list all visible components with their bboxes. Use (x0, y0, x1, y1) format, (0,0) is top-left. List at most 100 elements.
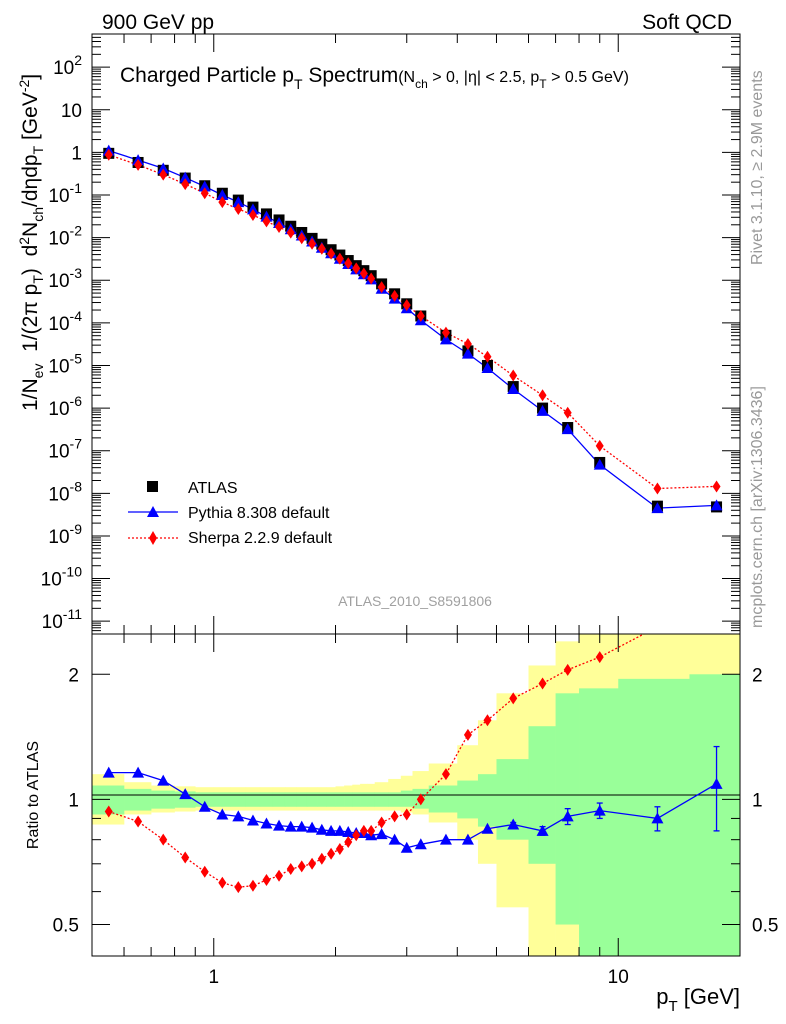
y-tick-label-base: 10 (48, 356, 69, 377)
sherpa-point (441, 326, 450, 339)
ratio-pythia-point (325, 824, 338, 836)
ratio-frame (91, 633, 741, 957)
y-tick-label-base: 10 (48, 314, 69, 335)
ratio-sherpa-point (234, 881, 243, 894)
sherpa-point (538, 389, 547, 402)
ratio-pythia-point (461, 833, 474, 845)
y-tick-label-base: 10 (48, 229, 69, 250)
pythia-point (481, 362, 494, 374)
ratio-pythia-point (179, 788, 192, 800)
sherpa-point (286, 226, 295, 239)
sherpa-point (327, 247, 336, 260)
sherpa-point (317, 242, 326, 255)
inner-band-bin (284, 792, 297, 807)
ratio-pythia-point (132, 766, 145, 778)
ratio-sherpa-point (297, 860, 306, 873)
ratio-sherpa-point (359, 824, 368, 837)
inner-band-bin (477, 774, 497, 827)
ratio-pythia-point (439, 833, 452, 845)
sherpa-point (390, 289, 399, 302)
pythia-line (108, 149, 717, 509)
title-cuts: (N (398, 69, 415, 86)
ylabel-p5: 2 (16, 237, 32, 245)
sherpa-point (308, 237, 317, 250)
legend-atlas-label: ATLAS (188, 480, 238, 497)
y-tick-label-base: 10 (48, 399, 69, 420)
y-tick-label-base: 1 (71, 143, 82, 164)
inner-band-bin (174, 791, 196, 808)
ratio-y-tick-label-right: 0.5 (752, 916, 778, 937)
title-cuts-sub2: T (539, 77, 547, 91)
ratio-pythia-point (375, 828, 388, 840)
sherpa-point (335, 252, 344, 265)
y-tick-label-exp: -10 (62, 564, 82, 580)
pythia-point (439, 333, 452, 345)
sherpa-point (234, 202, 243, 215)
inner-band-bin (360, 792, 368, 807)
ylabel-p6: N (19, 222, 42, 237)
y-tick-label-base: 10 (48, 271, 69, 292)
inner-band-bin (689, 674, 740, 956)
main-data (102, 144, 723, 514)
sherpa-point (359, 267, 368, 280)
ratio-sherpa-point (483, 714, 492, 727)
y-tick-label-exp: 2 (74, 52, 82, 68)
x-tick-labels: 1 10 (208, 967, 628, 988)
pythia-point (232, 196, 245, 208)
sherpa-point (181, 178, 190, 191)
y-tick-label-base: 10 (48, 186, 69, 207)
ratio-pythia-point (651, 812, 664, 824)
y-tick-label: 10-5 (48, 350, 82, 377)
rivet-label: Rivet 3.1.10, ≥ 2.9M events (749, 70, 766, 265)
ratio-sherpa-point (335, 842, 344, 855)
sherpa-point (344, 257, 353, 270)
y-axis-label: 1/Nev 1/(2π pT) d2Nch/dηdpT [GeV-2] (16, 74, 46, 411)
ratio-sherpa-point (595, 651, 604, 664)
ratio-sherpa-point (104, 805, 113, 818)
inner-band-bin (272, 792, 286, 807)
ylabel-p10: [GeV (19, 92, 42, 146)
sherpa-point (159, 168, 168, 181)
sherpa-point (483, 350, 492, 363)
ratio-sherpa-point (367, 824, 376, 837)
y-tick-label-exp: -6 (70, 393, 83, 409)
inner-band-bin (367, 792, 376, 807)
ratio-sherpa-point (159, 833, 168, 846)
y-tick-label-base: 10 (48, 484, 69, 505)
ratio-sherpa-point (352, 829, 361, 842)
ratio-pythia-point (216, 808, 229, 820)
y-tick-label-base: 10 (42, 612, 63, 633)
sherpa-point (712, 480, 721, 493)
ratio-y-axis-label: Ratio to ATLAS (25, 741, 42, 849)
ratio-pythia-point (102, 766, 115, 778)
y-tick-label-exp: -2 (70, 223, 83, 239)
y-tick-label-exp: -3 (70, 265, 83, 281)
inner-band-bin (124, 788, 152, 811)
ylabel-p9: T (30, 145, 46, 154)
legend: ATLAS Pythia 8.308 default Sherpa 2.2.9 … (128, 480, 333, 547)
sherpa-point (563, 406, 572, 419)
pythia-point (536, 404, 549, 416)
y-tick-label-exp: -1 (70, 180, 83, 196)
y-tick-label-exp: -9 (70, 521, 83, 537)
ratio-sherpa-point (275, 869, 284, 882)
ratio-y-tick-label-left: 0.5 (53, 916, 79, 937)
sherpa-point (104, 148, 113, 161)
x-axis-label: pT [GeV] (656, 984, 740, 1015)
inner-band-bin (213, 792, 231, 807)
inner-band-bin (344, 792, 353, 807)
analysis-label: ATLAS_2010_S8591806 (338, 593, 492, 609)
y-tick-label-base: 10 (48, 527, 69, 548)
inner-band-bin (317, 792, 327, 807)
inner-band-bin (306, 792, 318, 807)
pythia-point (179, 171, 192, 183)
ratio-pythia-point (306, 821, 319, 833)
ratio-sherpa-point (134, 815, 143, 828)
xlabel-main: p (656, 984, 668, 1009)
ratio-pythia-point (295, 820, 308, 832)
y-tick-label-exp: -7 (70, 436, 83, 452)
y-tick-label: 10-3 (48, 265, 82, 292)
ratio-sherpa-point (538, 677, 547, 690)
pythia-point (157, 162, 170, 174)
